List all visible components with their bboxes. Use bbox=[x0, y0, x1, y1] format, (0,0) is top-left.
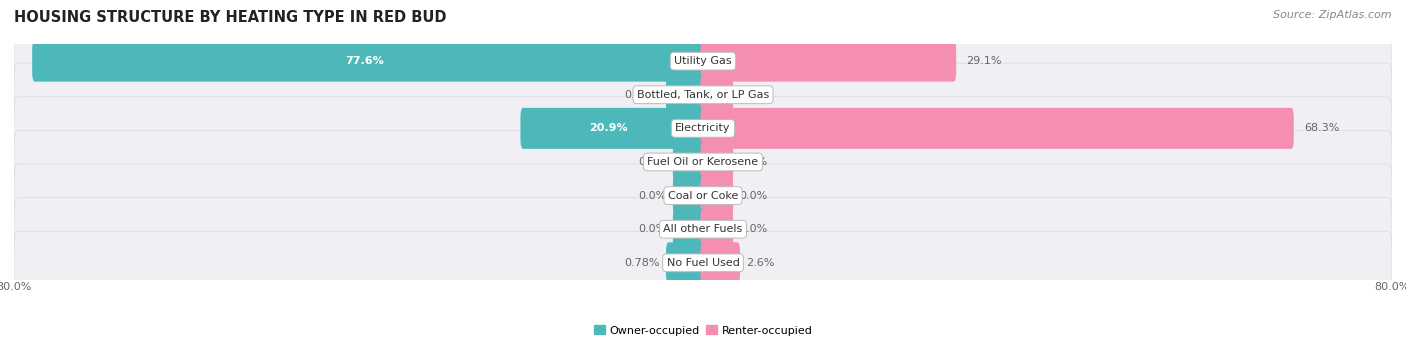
FancyBboxPatch shape bbox=[14, 164, 1392, 227]
FancyBboxPatch shape bbox=[700, 142, 733, 182]
Text: 0.0%: 0.0% bbox=[740, 224, 768, 234]
Legend: Owner-occupied, Renter-occupied: Owner-occupied, Renter-occupied bbox=[589, 321, 817, 340]
FancyBboxPatch shape bbox=[14, 97, 1392, 160]
FancyBboxPatch shape bbox=[14, 130, 1392, 194]
FancyBboxPatch shape bbox=[673, 209, 706, 250]
Text: No Fuel Used: No Fuel Used bbox=[666, 258, 740, 268]
Text: HOUSING STRUCTURE BY HEATING TYPE IN RED BUD: HOUSING STRUCTURE BY HEATING TYPE IN RED… bbox=[14, 10, 447, 25]
FancyBboxPatch shape bbox=[700, 175, 733, 216]
Text: Coal or Coke: Coal or Coke bbox=[668, 191, 738, 201]
FancyBboxPatch shape bbox=[700, 209, 733, 250]
Text: 0.0%: 0.0% bbox=[638, 224, 666, 234]
FancyBboxPatch shape bbox=[673, 175, 706, 216]
Text: Source: ZipAtlas.com: Source: ZipAtlas.com bbox=[1274, 10, 1392, 20]
FancyBboxPatch shape bbox=[666, 74, 706, 115]
Text: 0.78%: 0.78% bbox=[624, 258, 659, 268]
Text: 0.0%: 0.0% bbox=[740, 191, 768, 201]
FancyBboxPatch shape bbox=[673, 142, 706, 182]
Text: Fuel Oil or Kerosene: Fuel Oil or Kerosene bbox=[647, 157, 759, 167]
FancyBboxPatch shape bbox=[666, 242, 706, 283]
Text: Utility Gas: Utility Gas bbox=[675, 56, 731, 66]
Text: 2.6%: 2.6% bbox=[747, 258, 775, 268]
Text: 20.9%: 20.9% bbox=[589, 123, 628, 133]
Text: 68.3%: 68.3% bbox=[1305, 123, 1340, 133]
Text: Bottled, Tank, or LP Gas: Bottled, Tank, or LP Gas bbox=[637, 90, 769, 100]
FancyBboxPatch shape bbox=[520, 108, 706, 149]
Text: 0.78%: 0.78% bbox=[624, 90, 659, 100]
Text: 77.6%: 77.6% bbox=[346, 56, 384, 66]
FancyBboxPatch shape bbox=[700, 108, 1294, 149]
FancyBboxPatch shape bbox=[700, 41, 956, 81]
FancyBboxPatch shape bbox=[14, 197, 1392, 261]
Text: 0.0%: 0.0% bbox=[638, 191, 666, 201]
FancyBboxPatch shape bbox=[14, 231, 1392, 294]
FancyBboxPatch shape bbox=[14, 63, 1392, 127]
Text: 29.1%: 29.1% bbox=[966, 56, 1002, 66]
Text: 0.0%: 0.0% bbox=[638, 157, 666, 167]
Text: 0.0%: 0.0% bbox=[740, 90, 768, 100]
FancyBboxPatch shape bbox=[700, 74, 733, 115]
FancyBboxPatch shape bbox=[700, 242, 740, 283]
Text: All other Fuels: All other Fuels bbox=[664, 224, 742, 234]
Text: Electricity: Electricity bbox=[675, 123, 731, 133]
Text: 0.0%: 0.0% bbox=[740, 157, 768, 167]
FancyBboxPatch shape bbox=[14, 30, 1392, 93]
FancyBboxPatch shape bbox=[32, 41, 706, 81]
